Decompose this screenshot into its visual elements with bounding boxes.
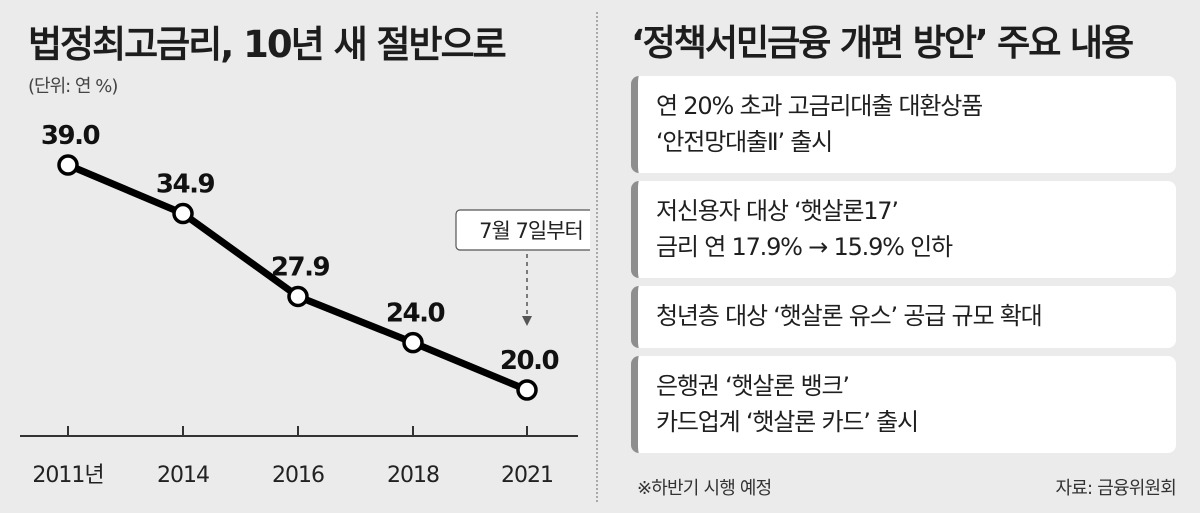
summary-item: 은행권 ‘햇살론 뱅크’ 카드업계 ‘햇살론 카드’ 출시 [631,356,1176,453]
data-label: 24.0 [386,299,445,329]
summary-item-line: 저신용자 대상 ‘햇살론17’ [656,197,899,225]
x-tick-label: 2011년 [32,463,103,488]
summary-item: 저신용자 대상 ‘햇살론17’ 금리 연 17.9% → 15.9% 인하 [631,181,1176,278]
summary-item-line: 카드업계 ‘햇살론 카드’ 출시 [656,408,919,436]
summary-list: 연 20% 초과 고금리대출 대환상품 ‘안전망대출Ⅱ’ 출시 저신용자 대상 … [631,76,1176,461]
right-panel: ‘정책서민금융 개편 방안’ 주요 내용 연 20% 초과 고금리대출 대환상품… [605,0,1200,513]
data-point [287,285,309,308]
annotation-text: 7월 7일부터 [479,219,583,243]
summary-title: ‘정책서민금융 개편 방안’ 주요 내용 [631,23,1134,64]
x-tick-label: 2016 [272,463,324,488]
summary-item-line: 금리 연 17.9% → 15.9% 인하 [656,233,953,261]
summary-item: 청년층 대상 ‘햇살론 유스’ 공급 규모 확대 [631,286,1176,348]
data-label: 20.0 [500,346,559,376]
summary-item-line: 연 20% 초과 고금리대출 대환상품 [656,92,983,120]
left-panel: 법정최고금리, 10년 새 절반으로 (단위: 연 %) 2011년 2014 20… [0,0,590,513]
summary-item-line: ‘안전망대출Ⅱ’ 출시 [656,128,833,156]
x-tick-label: 2014 [157,463,209,488]
panel-divider [596,12,598,502]
data-point [57,154,79,176]
line-chart: 2011년 2014 2016 2018 2021 7월 7일부터 39.0 34.9 27.9… [20,121,590,488]
summary-item-line: 청년층 대상 ‘햇살론 유스’ 공급 규모 확대 [656,302,1043,330]
data-point [402,331,424,354]
annotation-arrowhead [522,316,532,326]
x-tick-label: 2018 [387,463,439,488]
source-credit: 자료: 금융위원회 [1055,478,1176,499]
summary-item: 연 20% 초과 고금리대출 대환상품 ‘안전망대출Ⅱ’ 출시 [631,76,1176,173]
data-point [172,202,194,225]
data-label: 39.0 [41,121,100,151]
data-label: 27.9 [271,252,330,282]
chart-title: 법정최고금리, 10년 새 절반으로 [28,23,507,66]
data-point [516,379,538,401]
x-tick-label: 2021 [501,463,553,488]
unit-label: (단위: 연 %) [28,76,118,97]
summary-item-line: 은행권 ‘햇살론 뱅크’ [656,372,850,400]
footnote: ※하반기 시행 예정 [637,478,772,499]
data-label: 34.9 [156,170,215,200]
annotation-box [455,209,590,251]
